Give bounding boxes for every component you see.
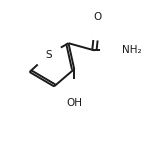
Text: O: O: [93, 12, 101, 22]
Text: NH₂: NH₂: [122, 45, 141, 55]
Text: S: S: [45, 50, 52, 60]
Text: OH: OH: [66, 98, 82, 108]
